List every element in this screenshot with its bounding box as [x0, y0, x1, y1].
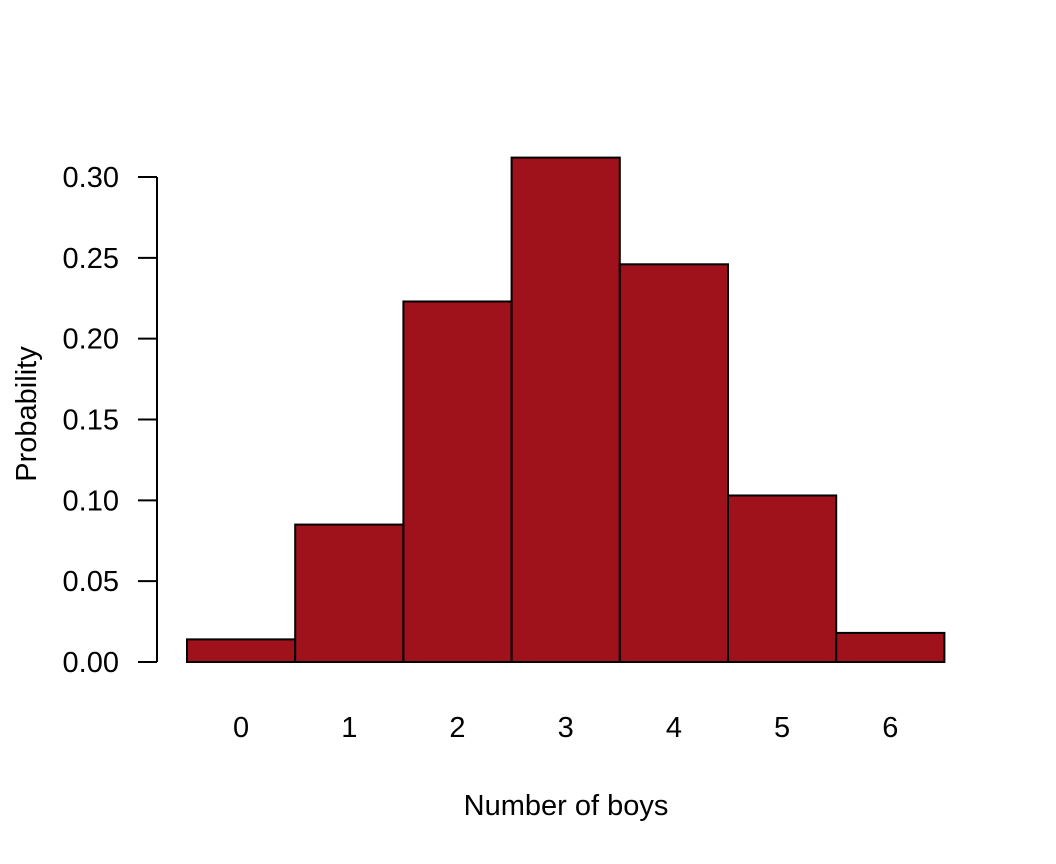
x-tick-label: 5: [774, 712, 790, 744]
y-tick-label: 0.20: [63, 324, 119, 356]
bars-group: [186, 156, 946, 664]
x-tick-label: 3: [558, 712, 574, 744]
y-tick-label: 0.30: [63, 162, 119, 194]
bar-0: [186, 638, 297, 663]
bar-3: [510, 156, 621, 663]
y-axis: 0.00 0.05 0.10 0.15 0.20 0.25 0.30: [63, 162, 158, 679]
y-axis-title: Probability: [11, 346, 43, 482]
bar-5: [727, 494, 838, 664]
bar-4: [618, 263, 729, 663]
bar-2: [402, 300, 513, 663]
x-tick-label: 2: [449, 712, 465, 744]
x-tick-label: 1: [341, 712, 357, 744]
y-tick-label: 0.25: [63, 243, 119, 275]
y-tick-label: 0.10: [63, 485, 119, 517]
x-tick-label: 6: [882, 712, 898, 744]
y-tick-label: 0.15: [63, 405, 119, 437]
y-tick-label: 0.05: [63, 566, 119, 598]
x-axis-title: Number of boys: [464, 790, 669, 822]
x-tick-label: 4: [666, 712, 682, 744]
x-axis-labels: 0 1 2 3 4 5 6: [233, 712, 898, 744]
y-tick-label: 0.00: [63, 647, 119, 679]
x-tick-label: 0: [233, 712, 249, 744]
bar-6: [835, 631, 946, 664]
bar-1: [294, 523, 405, 664]
